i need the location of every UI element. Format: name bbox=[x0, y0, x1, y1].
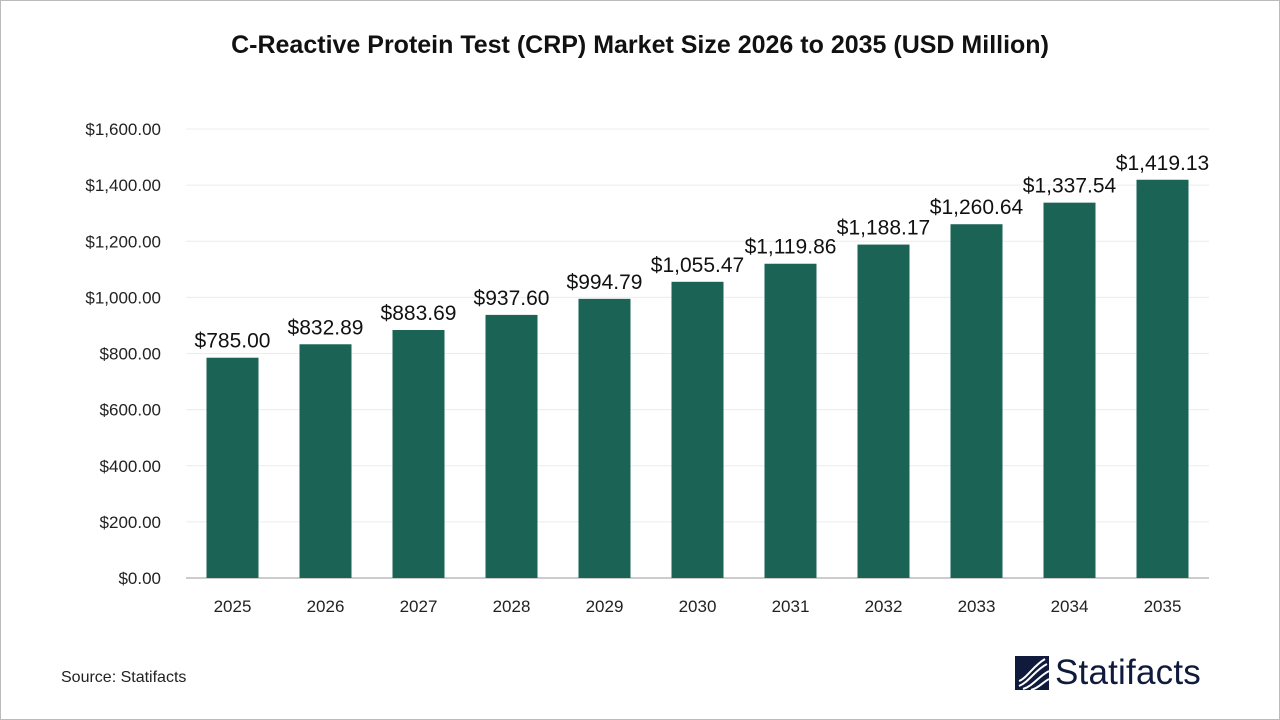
x-tick-label: 2032 bbox=[865, 597, 903, 616]
bar bbox=[485, 314, 538, 578]
data-label: $1,119.86 bbox=[745, 236, 837, 259]
bar bbox=[392, 330, 445, 578]
data-label: $785.00 bbox=[195, 330, 271, 353]
data-label: $1,337.54 bbox=[1023, 175, 1117, 198]
bar bbox=[206, 357, 259, 578]
data-label: $1,419.13 bbox=[1116, 152, 1209, 175]
x-tick-label: 2028 bbox=[493, 597, 531, 616]
y-tick-label: $800.00 bbox=[100, 345, 161, 364]
bar bbox=[950, 224, 1003, 578]
x-tick-label: 2029 bbox=[586, 597, 624, 616]
x-tick-label: 2035 bbox=[1144, 597, 1182, 616]
bar bbox=[857, 244, 910, 578]
source-note: Source: Statifacts bbox=[61, 669, 187, 686]
x-tick-label: 2026 bbox=[307, 597, 345, 616]
y-tick-label: $1,000.00 bbox=[85, 288, 161, 307]
data-label: $937.60 bbox=[474, 287, 550, 310]
y-tick-label: $1,600.00 bbox=[85, 120, 161, 139]
data-label: $1,260.64 bbox=[930, 196, 1024, 219]
y-tick-label: $1,200.00 bbox=[85, 232, 161, 251]
y-tick-label: $400.00 bbox=[100, 457, 161, 476]
logo-text: Statifacts bbox=[1055, 653, 1201, 692]
x-tick-label: 2033 bbox=[958, 597, 996, 616]
x-tick-label: 2025 bbox=[214, 597, 252, 616]
data-label: $1,188.17 bbox=[837, 217, 930, 240]
bar bbox=[671, 281, 724, 578]
bar bbox=[1136, 179, 1189, 578]
x-tick-label: 2034 bbox=[1051, 597, 1089, 616]
statifacts-logo: Statifacts bbox=[1015, 653, 1201, 693]
y-tick-label: $600.00 bbox=[100, 401, 161, 420]
x-tick-label: 2030 bbox=[679, 597, 717, 616]
data-label: $883.69 bbox=[381, 302, 457, 325]
bar bbox=[578, 298, 631, 578]
y-tick-label: $0.00 bbox=[118, 569, 161, 588]
bar bbox=[764, 263, 817, 578]
y-tick-label: $1,400.00 bbox=[85, 176, 161, 195]
data-label: $832.89 bbox=[288, 316, 364, 339]
data-label: $1,055.47 bbox=[651, 254, 744, 277]
chart-title: C-Reactive Protein Test (CRP) Market Siz… bbox=[231, 31, 1049, 59]
y-tick-label: $200.00 bbox=[100, 513, 161, 532]
statifacts-logo-icon bbox=[1015, 656, 1049, 690]
data-label: $994.79 bbox=[567, 271, 643, 294]
bar bbox=[299, 344, 352, 578]
bar bbox=[1043, 202, 1096, 578]
x-tick-label: 2027 bbox=[400, 597, 438, 616]
x-tick-label: 2031 bbox=[772, 597, 810, 616]
